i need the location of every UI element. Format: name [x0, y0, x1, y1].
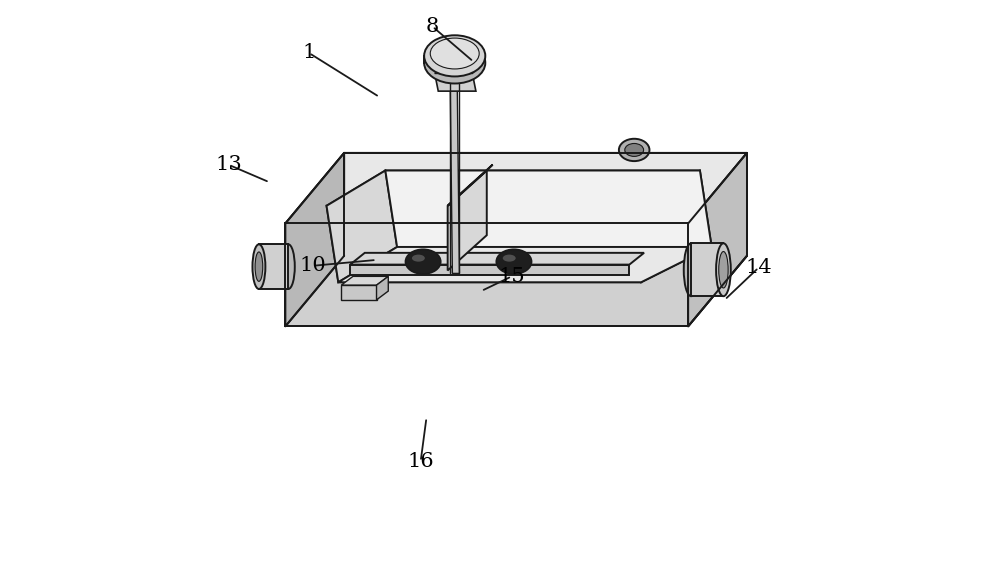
- Ellipse shape: [684, 243, 698, 296]
- Text: 16: 16: [407, 452, 434, 471]
- Text: 10: 10: [300, 256, 326, 275]
- Polygon shape: [691, 243, 723, 296]
- Polygon shape: [327, 206, 641, 282]
- Polygon shape: [450, 71, 459, 273]
- Text: 13: 13: [215, 155, 242, 174]
- Polygon shape: [448, 165, 493, 206]
- Polygon shape: [338, 247, 712, 282]
- Ellipse shape: [405, 249, 441, 274]
- Polygon shape: [285, 153, 747, 223]
- Polygon shape: [350, 253, 644, 265]
- Ellipse shape: [503, 255, 516, 262]
- Text: 14: 14: [745, 258, 772, 277]
- Ellipse shape: [424, 42, 485, 83]
- Ellipse shape: [252, 245, 265, 289]
- Ellipse shape: [619, 139, 649, 161]
- Polygon shape: [385, 171, 712, 247]
- Ellipse shape: [282, 245, 295, 289]
- Polygon shape: [341, 285, 377, 300]
- Polygon shape: [259, 245, 288, 289]
- Polygon shape: [285, 153, 344, 326]
- Polygon shape: [448, 171, 487, 270]
- Polygon shape: [688, 153, 747, 326]
- Ellipse shape: [496, 249, 532, 274]
- Ellipse shape: [625, 143, 644, 156]
- Ellipse shape: [716, 243, 731, 296]
- Text: 8: 8: [426, 17, 439, 36]
- Polygon shape: [327, 171, 700, 206]
- Polygon shape: [327, 171, 397, 282]
- Text: 1: 1: [302, 44, 316, 62]
- Polygon shape: [629, 171, 712, 282]
- Polygon shape: [285, 223, 688, 326]
- Ellipse shape: [412, 255, 425, 262]
- Polygon shape: [350, 265, 629, 275]
- Ellipse shape: [430, 38, 479, 69]
- Polygon shape: [377, 276, 388, 300]
- Ellipse shape: [255, 252, 263, 282]
- Ellipse shape: [719, 252, 728, 288]
- Polygon shape: [424, 56, 485, 63]
- Text: 15: 15: [498, 267, 525, 286]
- Polygon shape: [341, 276, 388, 285]
- Ellipse shape: [424, 35, 485, 76]
- Polygon shape: [435, 68, 478, 74]
- Polygon shape: [435, 74, 476, 91]
